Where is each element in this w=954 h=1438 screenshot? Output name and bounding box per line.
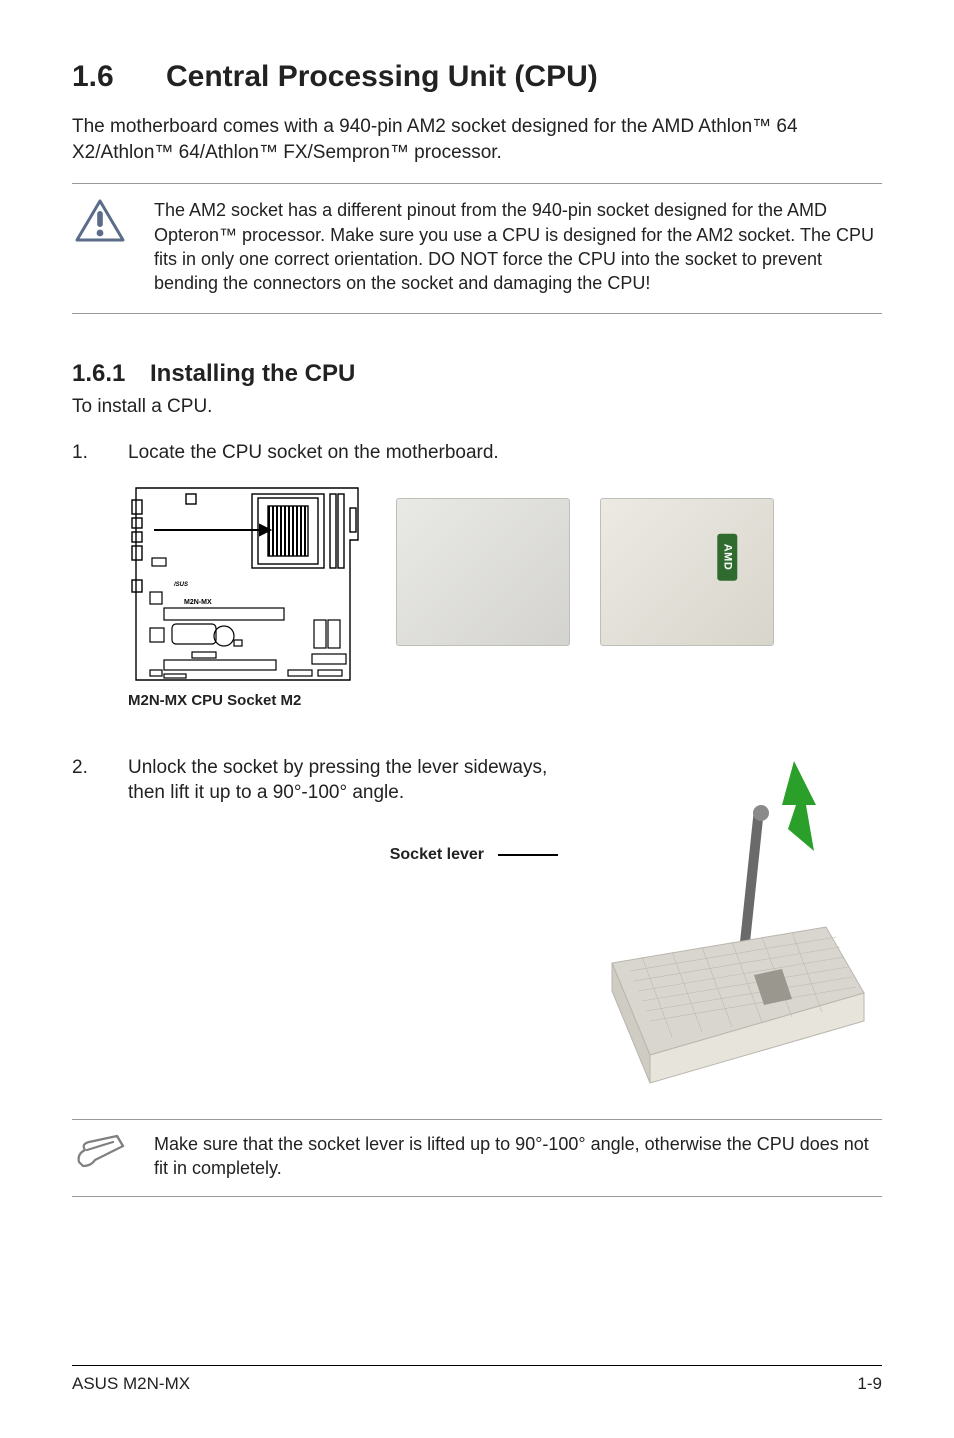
socket-lever-label-text: Socket lever bbox=[390, 846, 484, 863]
step-2-number: 2. bbox=[72, 755, 102, 806]
section-number: 1.6 bbox=[72, 60, 166, 94]
socket-lever-illustration bbox=[582, 755, 882, 1095]
footer-right: 1-9 bbox=[857, 1374, 882, 1394]
caution-icon bbox=[74, 198, 126, 244]
lever-arrow-icon bbox=[782, 761, 816, 851]
note-icon-col bbox=[72, 1132, 128, 1172]
cpu-photo: AMD bbox=[600, 498, 774, 646]
subsection-title-text: Installing the CPU bbox=[150, 360, 355, 387]
intro-paragraph: The motherboard comes with a 940-pin AM2… bbox=[72, 114, 882, 165]
lever-leader-line bbox=[498, 854, 558, 856]
subsection-heading: 1.6.1Installing the CPU bbox=[72, 360, 882, 388]
cpu-brand-label: AMD bbox=[718, 534, 738, 581]
pencil-note-icon bbox=[73, 1132, 127, 1172]
step-1: 1. Locate the CPU socket on the motherbo… bbox=[72, 440, 882, 466]
caution-callout: The AM2 socket has a different pinout fr… bbox=[72, 183, 882, 314]
diagram-caption: M2N-MX CPU Socket M2 bbox=[128, 692, 882, 709]
motherboard-diagram: /SUS M2N-MX bbox=[128, 484, 366, 684]
caution-icon-col bbox=[72, 198, 128, 244]
svg-text:/SUS: /SUS bbox=[173, 582, 188, 588]
footer-left: ASUS M2N-MX bbox=[72, 1374, 190, 1394]
figure-row: /SUS M2N-MX AMD bbox=[128, 484, 882, 684]
step-1-text: Locate the CPU socket on the motherboard… bbox=[128, 440, 882, 466]
socket-photo bbox=[396, 498, 570, 646]
note-text: Make sure that the socket lever is lifte… bbox=[154, 1132, 882, 1181]
svg-text:M2N-MX: M2N-MX bbox=[184, 599, 212, 606]
step-2: 2. Unlock the socket by pressing the lev… bbox=[72, 755, 562, 806]
subsection-number: 1.6.1 bbox=[72, 360, 150, 388]
lead-in: To install a CPU. bbox=[72, 394, 882, 420]
step-1-number: 1. bbox=[72, 440, 102, 466]
page-footer: ASUS M2N-MX 1-9 bbox=[72, 1365, 882, 1394]
section-heading: 1.6Central Processing Unit (CPU) bbox=[72, 60, 882, 94]
step-2-text: Unlock the socket by pressing the lever … bbox=[128, 755, 562, 806]
step-2-row: 2. Unlock the socket by pressing the lev… bbox=[72, 755, 882, 1095]
socket-lever-label: Socket lever bbox=[72, 846, 558, 864]
caution-text: The AM2 socket has a different pinout fr… bbox=[154, 198, 882, 295]
section-title-text: Central Processing Unit (CPU) bbox=[166, 60, 598, 93]
note-callout: Make sure that the socket lever is lifte… bbox=[72, 1119, 882, 1198]
